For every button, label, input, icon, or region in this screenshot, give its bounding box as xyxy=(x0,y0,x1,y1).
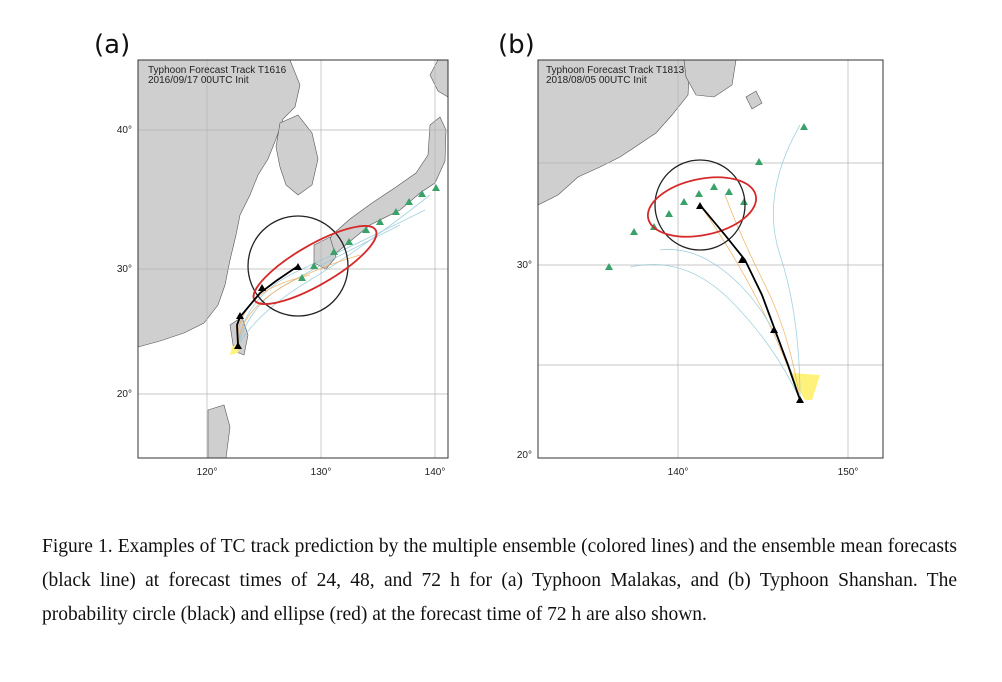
panel-b-title-line1: Typhoon Forecast Track T1813 xyxy=(546,65,685,76)
panel-a-lat-tick-30: 30° xyxy=(117,264,132,275)
panel-a-title-line1: Typhoon Forecast Track T1616 xyxy=(148,65,287,76)
panel-b-label: (b) xyxy=(498,30,535,60)
panel-a-frame xyxy=(137,59,449,459)
panel-a-lon-tick-130: 130° xyxy=(311,467,332,478)
panel-a-mean-track xyxy=(236,265,299,346)
panel-a-title-line2: 2016/09/17 00UTC Init xyxy=(148,75,249,86)
panel-b-lon-tick-140: 140° xyxy=(668,467,689,478)
figure-caption: Figure 1. Examples of TC track predictio… xyxy=(42,536,957,625)
panel-b-gridlines xyxy=(538,60,883,458)
panel-b-lon-tick-150: 150° xyxy=(838,467,859,478)
panel-b-probability-circle xyxy=(654,159,746,251)
panel-b-title-line2: 2018/08/05 00UTC Init xyxy=(546,75,647,86)
panel-b-land xyxy=(537,59,763,206)
panel-a-lon-tick-140: 140° xyxy=(425,467,446,478)
panel-a-lon-tick-120: 120° xyxy=(197,467,218,478)
panel-b-lat-tick-30: 30° xyxy=(517,260,532,271)
panel-a-lat-tick-40: 40° xyxy=(117,125,132,136)
panel-a-ensemble-markers xyxy=(298,184,440,281)
panel-b-mean-track xyxy=(699,204,801,401)
panel-a-lat-tick-20: 20° xyxy=(117,389,132,400)
panel-a-mean-markers xyxy=(234,263,302,349)
panel-b-probability-ellipse xyxy=(646,176,758,238)
panel-a-map: Typhoon Forecast Track T1616 2016/09/17 … xyxy=(117,59,449,478)
panel-b-mean-markers xyxy=(696,202,804,403)
panel-a-probability-circle xyxy=(247,215,349,317)
panel-b-frame xyxy=(537,59,884,459)
panel-a-label: (a) xyxy=(94,30,131,60)
panel-b-map: Typhoon Forecast Track T1813 2018/08/05 … xyxy=(517,59,884,478)
panel-b-uncertainty-cone xyxy=(790,373,820,400)
panel-b-lat-tick-20: 20° xyxy=(517,450,532,461)
panel-b-ensemble-markers xyxy=(605,123,808,270)
